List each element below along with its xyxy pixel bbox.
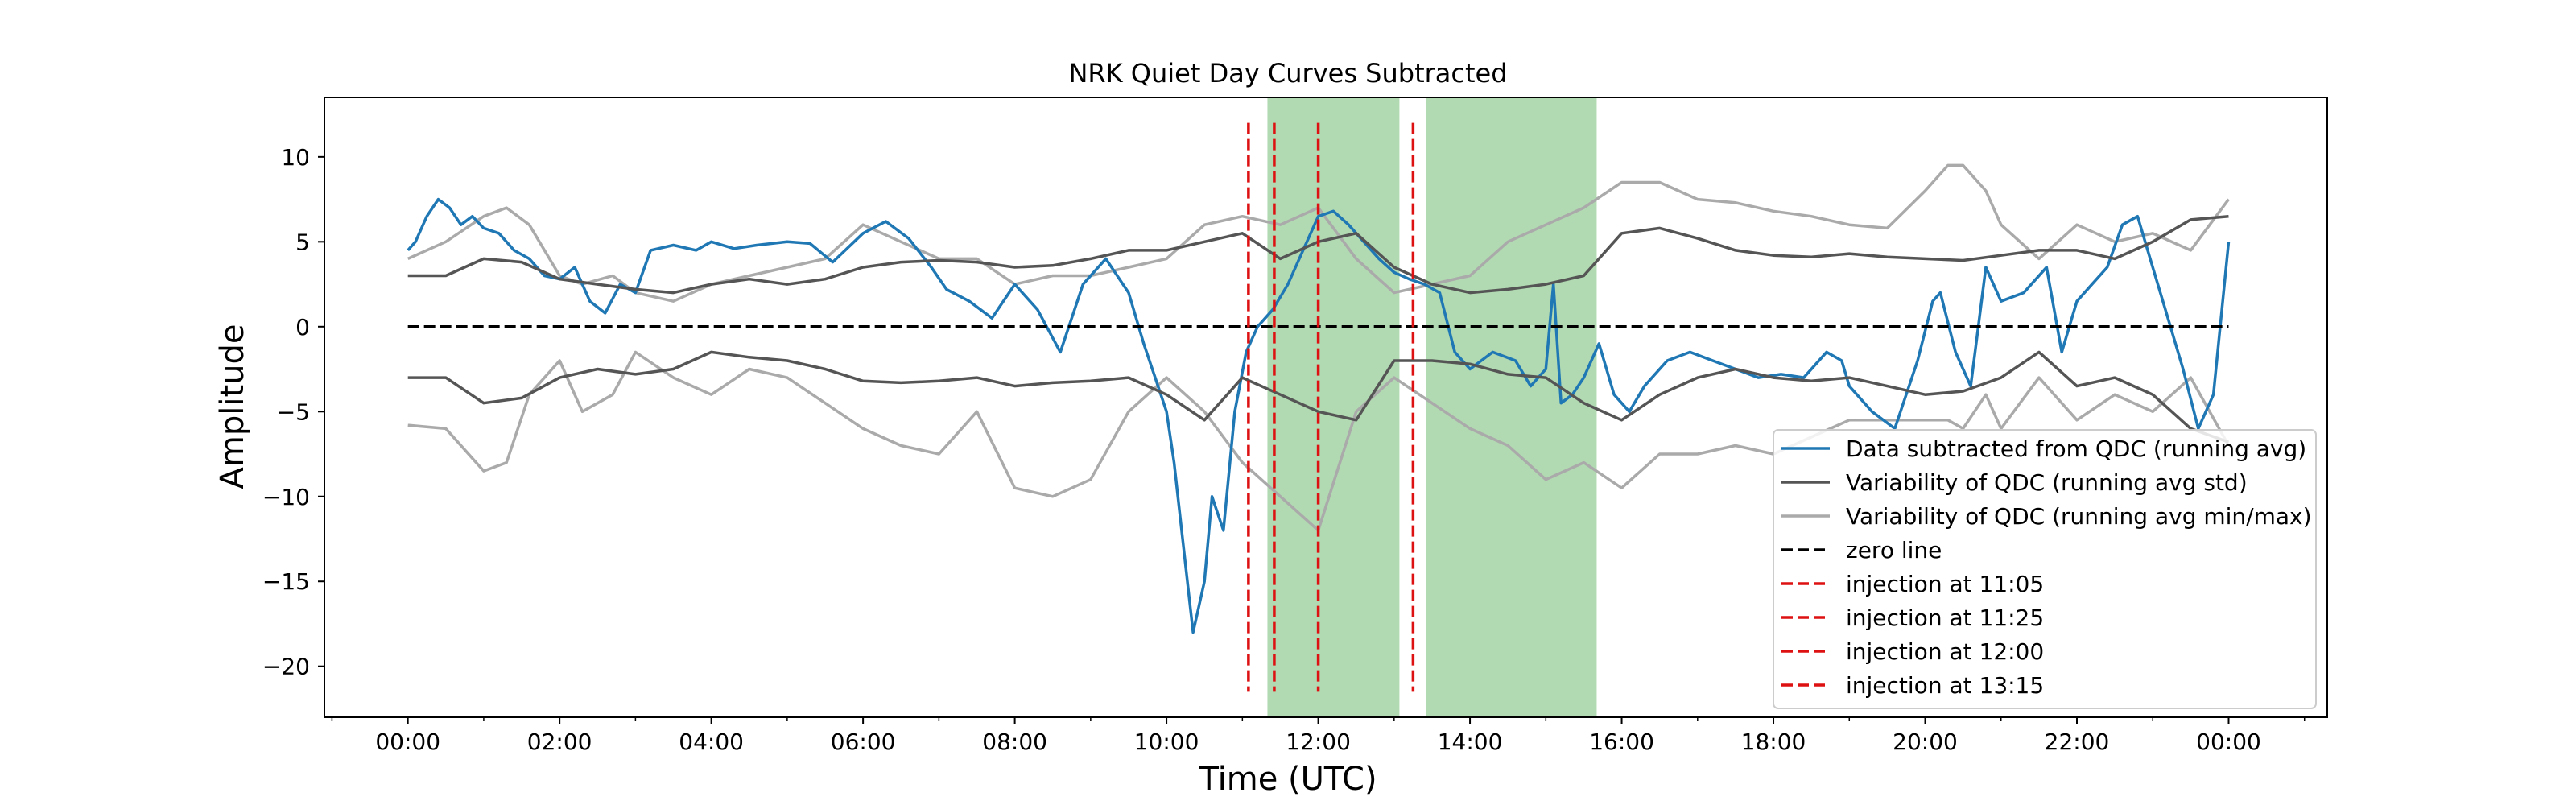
legend-label-6: injection at 12:00 bbox=[1846, 638, 2044, 665]
legend-label-0: Data subtracted from QDC (running avg) bbox=[1846, 436, 2306, 462]
y-tick-label: −15 bbox=[262, 568, 310, 595]
x-tick-label: 00:00 bbox=[375, 729, 440, 755]
x-tick-label: 16:00 bbox=[1589, 729, 1654, 755]
x-axis-title: Time (UTC) bbox=[1198, 761, 1377, 798]
shaded-region-1 bbox=[1426, 97, 1597, 717]
plot-content bbox=[407, 97, 2231, 717]
x-tick-label: 10:00 bbox=[1134, 729, 1199, 755]
y-tick-label: −10 bbox=[262, 484, 310, 510]
series-line-std-lower bbox=[407, 350, 2230, 444]
plot-area: 00:00 02:00 04:00 06:00 08:00 10:00 12:00 14:00… bbox=[262, 97, 2328, 755]
y-tick-label: 10 bbox=[281, 144, 310, 171]
y-tick-label: 5 bbox=[295, 229, 310, 255]
y-axis-title: Amplitude bbox=[214, 324, 251, 489]
x-tick-label: 12:00 bbox=[1286, 729, 1351, 755]
legend-label-4: injection at 11:05 bbox=[1846, 571, 2044, 597]
x-tick-label: 08:00 bbox=[982, 729, 1047, 755]
y-tick-label: −5 bbox=[277, 398, 310, 425]
plot-frame bbox=[324, 97, 2328, 718]
x-tick-label: 20:00 bbox=[1893, 729, 1958, 755]
legend-label-7: injection at 13:15 bbox=[1846, 672, 2044, 699]
x-tick-label: 06:00 bbox=[831, 729, 896, 755]
y-tick-label: 0 bbox=[295, 314, 310, 341]
x-tick-label: 14:00 bbox=[1438, 729, 1503, 755]
legend: Data subtracted from QDC (running avg) Va… bbox=[1773, 429, 2317, 709]
legend-box bbox=[1773, 429, 2317, 709]
x-tick-label: 00:00 bbox=[2196, 729, 2261, 755]
chart-title: NRK Quiet Day Curves Subtracted bbox=[1068, 58, 1507, 89]
legend-label-3: zero line bbox=[1846, 537, 1942, 564]
series-line-data bbox=[407, 197, 2231, 634]
y-tick-label: −20 bbox=[262, 654, 310, 680]
legend-label-1: Variability of QDC (running avg std) bbox=[1846, 469, 2248, 496]
legend-label-2: Variability of QDC (running avg min/max) bbox=[1846, 503, 2312, 530]
x-tick-label: 02:00 bbox=[527, 729, 592, 755]
shaded-region-0 bbox=[1267, 97, 1400, 717]
x-tick-label: 04:00 bbox=[679, 729, 744, 755]
x-tick-label: 22:00 bbox=[2045, 729, 2110, 755]
x-tick-label: 18:00 bbox=[1741, 729, 1806, 755]
legend-label-5: injection at 11:25 bbox=[1846, 605, 2044, 631]
